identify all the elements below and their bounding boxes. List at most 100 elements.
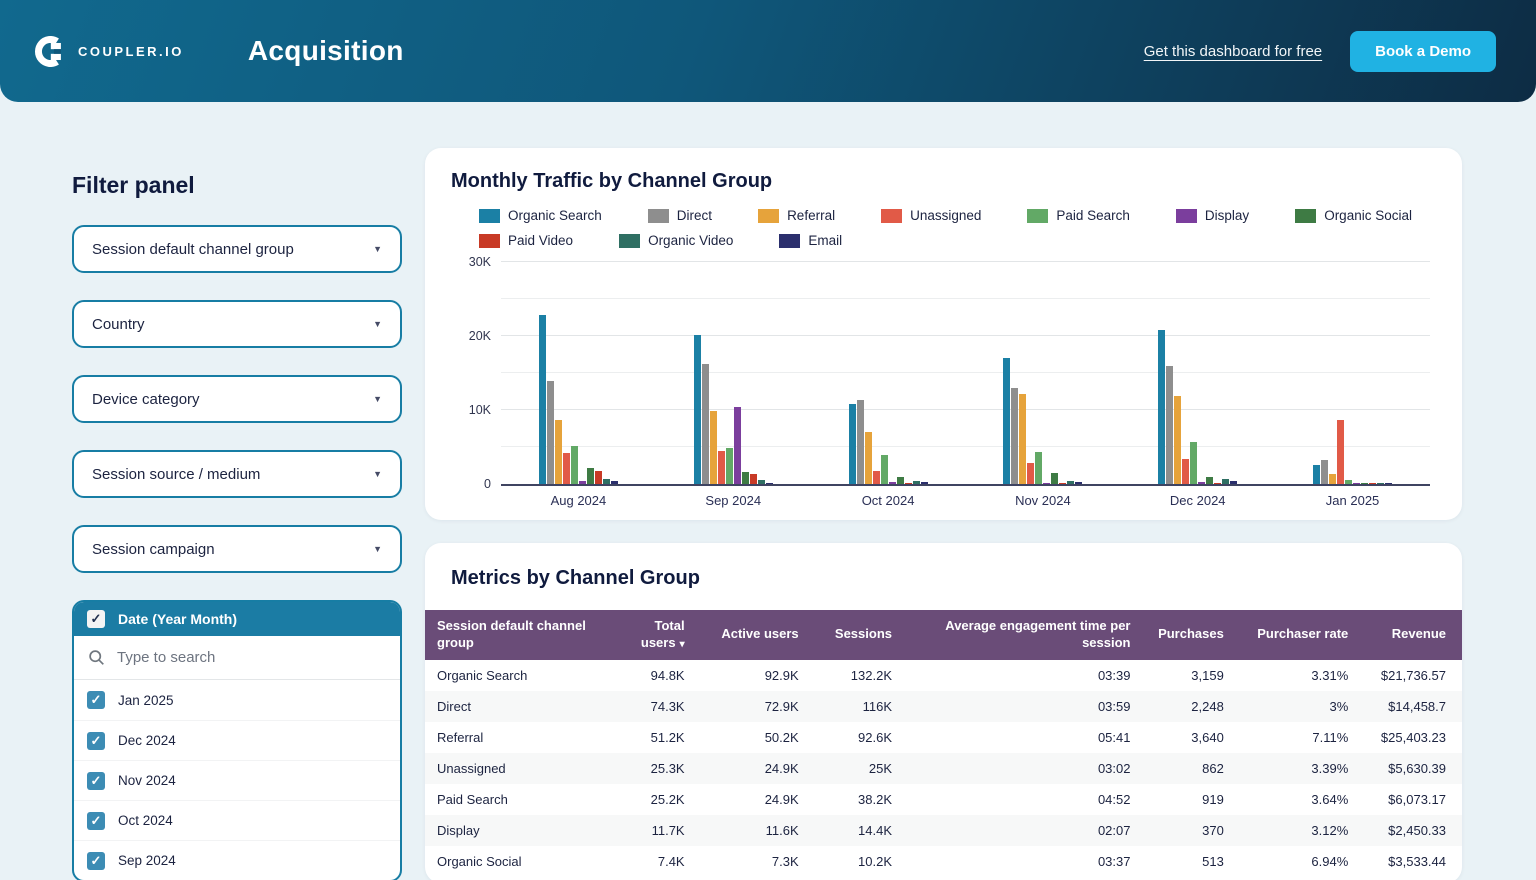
bar-paid-search[interactable] <box>1345 480 1353 484</box>
checkbox[interactable]: ✓ <box>87 771 105 790</box>
bar-paid-search[interactable] <box>725 447 733 484</box>
bar-organic-search[interactable] <box>538 315 546 484</box>
legend-item-organic-social[interactable]: Organic Social <box>1295 208 1412 223</box>
bar-unassigned[interactable] <box>717 451 725 484</box>
bar-direct[interactable] <box>1011 387 1019 484</box>
checkbox[interactable]: ✓ <box>87 731 105 750</box>
column-header-total-users[interactable]: Total users ▾ <box>601 610 695 660</box>
checkbox[interactable]: ✓ <box>87 851 105 870</box>
bar-organic-video[interactable] <box>602 478 610 484</box>
bar-organic-social[interactable] <box>1206 476 1214 484</box>
column-header-session-default-channel-group[interactable]: Session default channel group <box>425 610 602 660</box>
bar-organic-video[interactable] <box>1222 479 1230 484</box>
filter-dropdown-session-source-medium[interactable]: Session source / medium ▼ <box>72 450 402 498</box>
bar-direct[interactable] <box>1321 460 1329 484</box>
bar-referral[interactable] <box>554 419 562 484</box>
bar-email[interactable] <box>920 482 928 484</box>
bar-organic-video[interactable] <box>1067 481 1075 484</box>
bar-organic-social[interactable] <box>1051 472 1059 484</box>
column-header-active-users[interactable]: Active users <box>694 610 809 660</box>
legend-item-paid-search[interactable]: Paid Search <box>1027 208 1130 223</box>
legend-swatch <box>1175 208 1197 223</box>
legend-item-unassigned[interactable]: Unassigned <box>881 208 981 223</box>
bar-organic-video[interactable] <box>912 481 920 484</box>
bar-organic-social[interactable] <box>896 476 904 484</box>
bar-paid-video[interactable] <box>594 470 602 484</box>
filter-dropdown-country[interactable]: Country ▼ <box>72 300 402 348</box>
bar-organic-search[interactable] <box>1158 330 1166 484</box>
filter-dropdown-session-default-channel-group[interactable]: Session default channel group ▼ <box>72 225 402 273</box>
bar-referral[interactable] <box>1174 395 1182 484</box>
legend-item-paid-video[interactable]: Paid Video <box>479 233 573 248</box>
bar-organic-search[interactable] <box>848 404 856 484</box>
bar-paid-video[interactable] <box>1059 483 1067 484</box>
bar-unassigned[interactable] <box>562 452 570 484</box>
bar-display[interactable] <box>733 407 741 484</box>
filter-dropdown-session-campaign[interactable]: Session campaign ▼ <box>72 525 402 573</box>
column-header-sessions[interactable]: Sessions <box>808 610 902 660</box>
bar-referral[interactable] <box>709 410 717 484</box>
bar-unassigned[interactable] <box>1027 462 1035 484</box>
date-option-oct-2024[interactable]: ✓ Oct 2024 <box>74 800 400 840</box>
bar-organic-video[interactable] <box>757 480 765 484</box>
column-header-revenue[interactable]: Revenue <box>1358 610 1462 660</box>
bar-email[interactable] <box>610 481 618 484</box>
bar-paid-video[interactable] <box>1214 483 1222 484</box>
bar-organic-video[interactable] <box>1377 483 1385 484</box>
bar-organic-social[interactable] <box>586 468 594 484</box>
bar-organic-social[interactable] <box>1361 483 1369 484</box>
bar-paid-search[interactable] <box>880 455 888 484</box>
column-header-purchases[interactable]: Purchases <box>1140 610 1234 660</box>
bar-paid-search[interactable] <box>1035 452 1043 484</box>
legend-swatch <box>1295 208 1317 223</box>
checkbox[interactable]: ✓ <box>87 691 105 709</box>
bar-email[interactable] <box>1075 481 1083 484</box>
bar-email[interactable] <box>1385 483 1393 484</box>
bar-paid-video[interactable] <box>1369 483 1377 484</box>
date-option-jan-2025[interactable]: ✓ Jan 2025 <box>74 680 400 720</box>
bar-referral[interactable] <box>1019 394 1027 484</box>
bar-paid-video[interactable] <box>904 483 912 484</box>
legend-item-direct[interactable]: Direct <box>647 208 712 223</box>
book-demo-button[interactable]: Book a Demo <box>1350 30 1496 72</box>
column-header-average-engagement-time-per-session[interactable]: Average engagement time per session <box>902 610 1141 660</box>
bar-unassigned[interactable] <box>1337 420 1345 484</box>
get-dashboard-link[interactable]: Get this dashboard for free <box>1143 42 1323 60</box>
bar-direct[interactable] <box>546 381 554 484</box>
bar-referral[interactable] <box>1329 473 1337 484</box>
legend-item-organic-video[interactable]: Organic Video <box>619 233 733 248</box>
column-header-purchaser-rate[interactable]: Purchaser rate <box>1233 610 1359 660</box>
legend-item-organic-search[interactable]: Organic Search <box>479 208 602 223</box>
date-filter-checkbox[interactable]: ✓ <box>87 610 105 628</box>
bar-display[interactable] <box>1353 483 1361 484</box>
filter-dropdown-device-category[interactable]: Device category ▼ <box>72 375 402 423</box>
bar-organic-search[interactable] <box>693 334 701 484</box>
checkbox[interactable]: ✓ <box>87 811 105 830</box>
bar-direct[interactable] <box>856 399 864 484</box>
legend-item-referral[interactable]: Referral <box>758 208 835 223</box>
bar-paid-search[interactable] <box>1190 441 1198 484</box>
bar-paid-video[interactable] <box>749 473 757 484</box>
bar-referral[interactable] <box>864 432 872 484</box>
bar-organic-social[interactable] <box>741 472 749 484</box>
date-filter-header[interactable]: ✓ Date (Year Month) <box>74 602 400 636</box>
legend-item-display[interactable]: Display <box>1175 208 1249 223</box>
bar-unassigned[interactable] <box>872 471 880 484</box>
bar-organic-search[interactable] <box>1313 464 1321 484</box>
date-option-sep-2024[interactable]: ✓ Sep 2024 <box>74 840 400 880</box>
bar-paid-search[interactable] <box>570 445 578 484</box>
date-search-input[interactable] <box>117 649 386 666</box>
bar-display[interactable] <box>578 481 586 484</box>
date-option-nov-2024[interactable]: ✓ Nov 2024 <box>74 760 400 800</box>
bar-display[interactable] <box>1198 482 1206 484</box>
bar-direct[interactable] <box>1166 366 1174 484</box>
bar-direct[interactable] <box>701 364 709 484</box>
bar-unassigned[interactable] <box>1182 458 1190 484</box>
bar-organic-search[interactable] <box>1003 358 1011 484</box>
bar-email[interactable] <box>1230 481 1238 484</box>
legend-item-email[interactable]: Email <box>779 233 842 248</box>
date-option-dec-2024[interactable]: ✓ Dec 2024 <box>74 720 400 760</box>
bar-display[interactable] <box>1043 482 1051 484</box>
bar-email[interactable] <box>765 482 773 484</box>
bar-display[interactable] <box>888 481 896 484</box>
